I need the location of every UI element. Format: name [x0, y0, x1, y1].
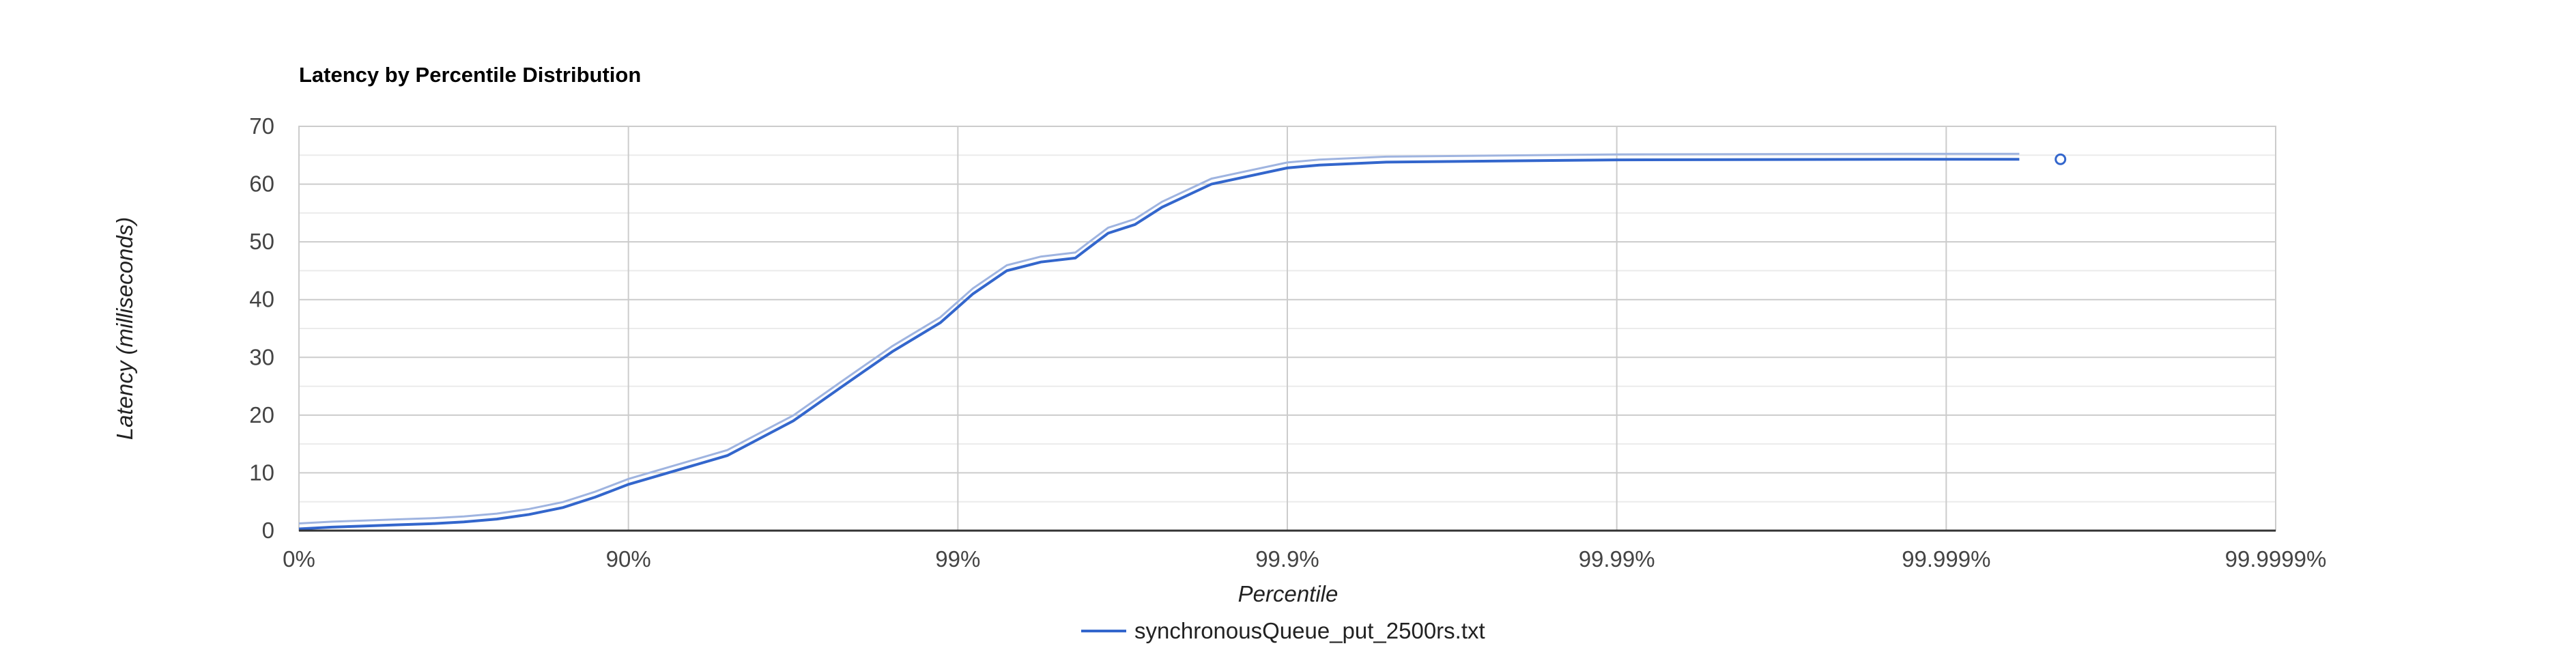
x-tick-label: 99.9999%: [2225, 546, 2327, 572]
legend[interactable]: synchronousQueue_put_2500rs.txt: [1081, 618, 1485, 643]
x-tick-label: 0%: [283, 546, 315, 572]
x-tick-label: 99.99%: [1579, 546, 1655, 572]
series-layer: [298, 152, 2067, 531]
y-axis-label: Latency (milliseconds): [112, 217, 137, 440]
y-tick-label: 30: [249, 344, 274, 369]
x-axis-label: Percentile: [1238, 581, 1339, 606]
y-tick-label: 10: [249, 460, 274, 485]
x-tick-label: 99.9%: [1255, 546, 1319, 572]
y-tick-label: 0: [262, 518, 274, 543]
y-tick-label: 60: [249, 171, 274, 197]
y-tick-label: 20: [249, 402, 274, 427]
tick-labels: 0 10 20 30 40 50 60 70 0% 90% 99% 99.9% 99.99% 99.999…: [249, 113, 2326, 572]
legend-entry-label: synchronousQueue_put_2500rs.txt: [1134, 618, 1485, 643]
y-tick-label: 70: [249, 113, 274, 139]
chart-title: Latency by Percentile Distribution: [299, 63, 641, 87]
series-line[interactable]: [298, 158, 2020, 531]
series-line-shadow: [298, 152, 2020, 524]
x-tick-label: 90%: [606, 546, 651, 572]
x-tick-label: 99%: [935, 546, 980, 572]
y-tick-label: 50: [249, 229, 274, 254]
x-tick-label: 99.999%: [1902, 546, 1990, 572]
y-tick-label: 40: [249, 287, 274, 312]
series-max-point[interactable]: [2055, 153, 2067, 165]
